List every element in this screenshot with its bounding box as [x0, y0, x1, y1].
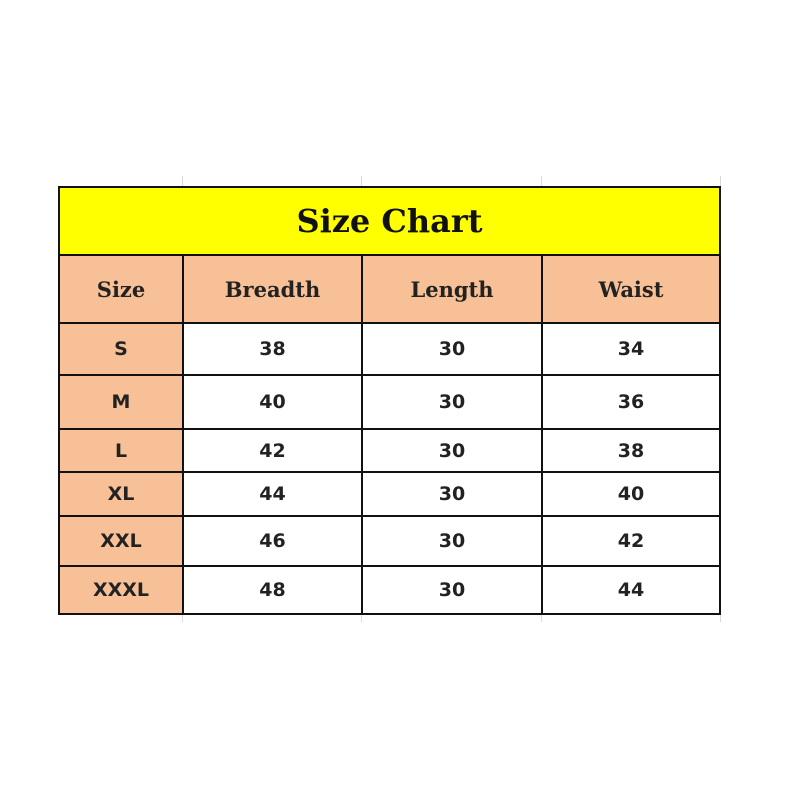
- cell-waist: 34: [541, 322, 721, 376]
- header-waist: Waist: [541, 254, 721, 324]
- cell-waist: 36: [541, 374, 721, 430]
- header-size: Size: [58, 254, 184, 324]
- cell-size: S: [58, 322, 184, 376]
- cell-breadth: 42: [182, 428, 363, 473]
- cell-breadth: 48: [182, 565, 363, 615]
- header-length: Length: [361, 254, 543, 324]
- cell-breadth: 46: [182, 515, 363, 567]
- cell-breadth: 40: [182, 374, 363, 430]
- header-row: Size Breadth Length Waist: [58, 254, 721, 324]
- cell-length: 30: [361, 471, 543, 517]
- cell-length: 30: [361, 515, 543, 567]
- cell-waist: 42: [541, 515, 721, 567]
- cell-length: 30: [361, 428, 543, 473]
- table-row: XXL 46 30 42: [58, 515, 721, 567]
- table-row: S 38 30 34: [58, 322, 721, 376]
- cell-length: 30: [361, 322, 543, 376]
- cell-size: XL: [58, 471, 184, 517]
- cell-size: XXXL: [58, 565, 184, 615]
- gridline: [720, 176, 721, 622]
- header-breadth: Breadth: [182, 254, 363, 324]
- table-row: XXXL 48 30 44: [58, 565, 721, 615]
- table-title: Size Chart: [58, 186, 721, 256]
- cell-size: M: [58, 374, 184, 430]
- cell-length: 30: [361, 565, 543, 615]
- table-row: XL 44 30 40: [58, 471, 721, 517]
- cell-size: XXL: [58, 515, 184, 567]
- cell-length: 30: [361, 374, 543, 430]
- cell-waist: 38: [541, 428, 721, 473]
- table-row: L 42 30 38: [58, 428, 721, 473]
- cell-breadth: 44: [182, 471, 363, 517]
- cell-size: L: [58, 428, 184, 473]
- cell-waist: 40: [541, 471, 721, 517]
- size-chart-table: Size Chart Size Breadth Length Waist S 38…: [58, 186, 721, 615]
- cell-breadth: 38: [182, 322, 363, 376]
- cell-waist: 44: [541, 565, 721, 615]
- table-row: M 40 30 36: [58, 374, 721, 430]
